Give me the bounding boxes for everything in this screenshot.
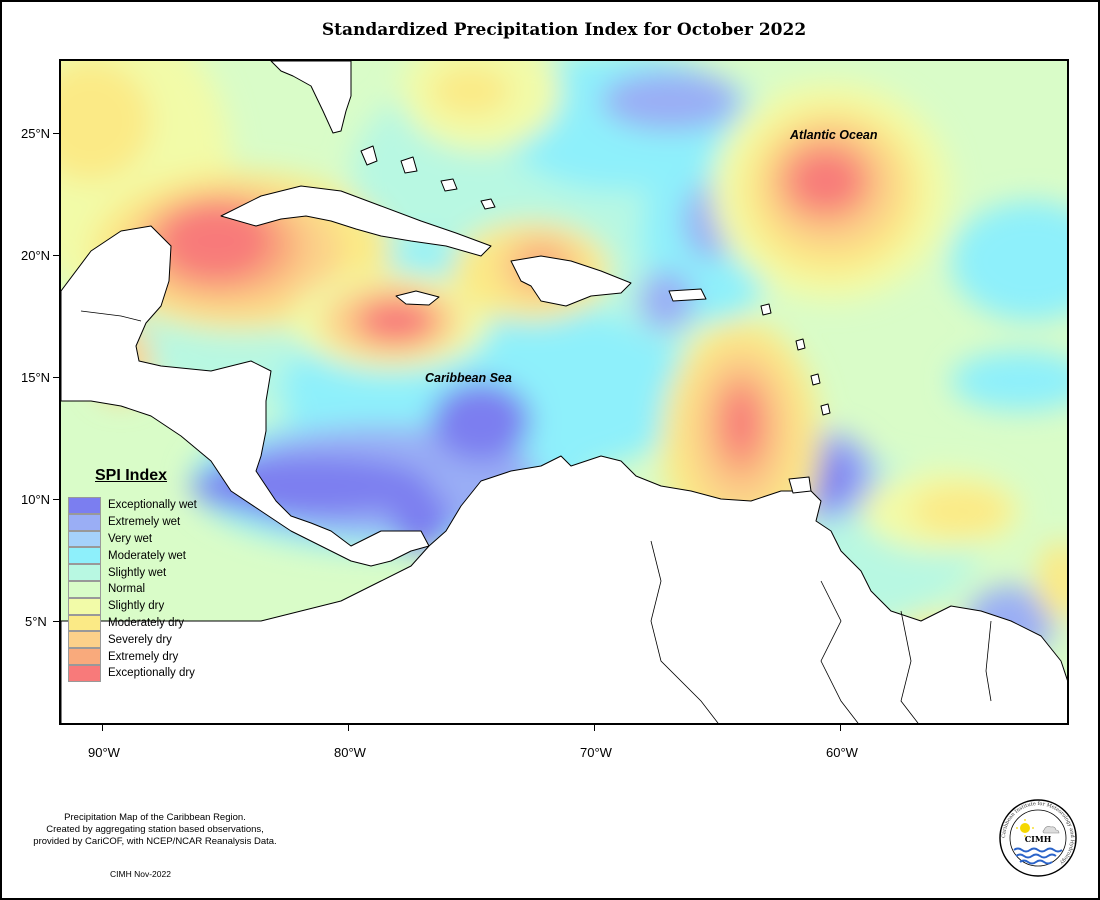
lon-label-60w: 60°W bbox=[826, 745, 858, 760]
legend-label: Slightly dry bbox=[108, 600, 165, 613]
lon-tick bbox=[348, 725, 349, 731]
legend-item: Moderately wet bbox=[68, 547, 238, 565]
legend-label: Very wet bbox=[108, 532, 153, 545]
lon-tick bbox=[102, 725, 103, 731]
label-caribbean-sea: Caribbean Sea bbox=[425, 371, 512, 385]
cloud-icon bbox=[1042, 826, 1060, 834]
land-bahamas bbox=[400, 156, 418, 174]
legend-label: Moderately dry bbox=[108, 616, 185, 629]
legend-item: Very wet bbox=[68, 530, 238, 548]
legend-item: Severely dry bbox=[68, 631, 238, 649]
legend-items: Exceptionally wet Extremely wet Very wet Mo… bbox=[68, 497, 238, 682]
label-atlantic-ocean: Atlantic Ocean bbox=[790, 128, 878, 142]
land-antilles bbox=[810, 373, 821, 386]
legend-swatch bbox=[68, 580, 101, 598]
legend-item: Slightly wet bbox=[68, 564, 238, 581]
border-mexico bbox=[80, 310, 142, 322]
border-venezuela-guyana bbox=[820, 580, 859, 723]
map-title: Standardized Precipitation Index for Oct… bbox=[321, 20, 807, 40]
legend-label: Exceptionally wet bbox=[108, 499, 197, 512]
waves-icon bbox=[1013, 847, 1063, 853]
lon-label-80w: 80°W bbox=[334, 745, 366, 760]
sun-rays-icon bbox=[1016, 819, 1034, 837]
legend-swatch bbox=[68, 513, 101, 531]
lon-tick bbox=[594, 725, 595, 731]
credit-line-2: Created by aggregating station based obs… bbox=[46, 824, 264, 835]
country-borders bbox=[80, 310, 992, 723]
spi-map bbox=[61, 61, 1067, 723]
land-antilles bbox=[820, 403, 831, 416]
legend-label: Normal bbox=[108, 583, 146, 596]
spi-legend: SPI Index Exceptionally wet Extremely wet… bbox=[68, 467, 238, 682]
land-antilles bbox=[795, 338, 806, 351]
legend-item: Exceptionally wet bbox=[68, 497, 238, 514]
lat-label-20n: 20°N bbox=[21, 248, 51, 263]
border-guyana-suriname bbox=[900, 610, 919, 723]
legend-swatch bbox=[68, 597, 101, 615]
lon-tick bbox=[840, 725, 841, 731]
land-trinidad bbox=[788, 476, 812, 494]
lat-label-5n: 5°N bbox=[25, 614, 47, 629]
land-central-america bbox=[61, 225, 430, 567]
lat-tick bbox=[53, 377, 59, 378]
legend-label: Extremely wet bbox=[108, 516, 181, 529]
legend-item: Slightly dry bbox=[68, 597, 238, 615]
credit-date: CIMH Nov-2022 bbox=[110, 869, 171, 879]
land-cuba bbox=[220, 185, 492, 257]
land-bahamas bbox=[440, 178, 458, 192]
legend-label: Exceptionally dry bbox=[108, 667, 195, 680]
legend-swatch bbox=[68, 648, 101, 665]
lat-label-10n: 10°N bbox=[21, 492, 51, 507]
legend-swatch bbox=[68, 497, 101, 514]
cimh-logo: CIMH Caribbean Institute for Meteorology… bbox=[999, 799, 1077, 877]
land-hispaniola bbox=[510, 255, 632, 307]
legend-item: Extremely wet bbox=[68, 513, 238, 531]
land-puerto-rico bbox=[668, 288, 707, 302]
land bbox=[61, 61, 1067, 723]
lon-label-90w: 90°W bbox=[88, 745, 120, 760]
border-suriname-guiana bbox=[985, 620, 992, 702]
legend-label: Extremely dry bbox=[108, 650, 179, 663]
credit-line-3: provided by CariCOF, with NCEP/NCAR Rean… bbox=[33, 836, 277, 847]
logo-text: CIMH bbox=[1025, 834, 1052, 844]
land-antilles bbox=[760, 303, 772, 316]
legend-item: Normal bbox=[68, 580, 238, 598]
lat-label-15n: 15°N bbox=[21, 370, 51, 385]
legend-swatch bbox=[68, 564, 101, 581]
legend-label: Moderately wet bbox=[108, 549, 186, 562]
legend-label: Severely dry bbox=[108, 633, 172, 646]
sun-icon bbox=[1020, 823, 1030, 833]
lat-tick bbox=[53, 499, 59, 500]
legend-swatch bbox=[68, 614, 101, 632]
land-florida bbox=[270, 61, 352, 134]
legend-swatch bbox=[68, 631, 101, 649]
lon-label-70w: 70°W bbox=[580, 745, 612, 760]
legend-title: SPI Index bbox=[95, 467, 168, 484]
legend-item: Extremely dry bbox=[68, 648, 238, 665]
legend-swatch bbox=[68, 547, 101, 565]
legend-swatch bbox=[68, 530, 101, 548]
legend-label: Slightly wet bbox=[108, 566, 167, 579]
lat-tick bbox=[53, 133, 59, 134]
lat-label-25n: 25°N bbox=[21, 126, 51, 141]
land-bahamas bbox=[360, 145, 378, 166]
land-south-america bbox=[61, 455, 1067, 723]
lat-tick bbox=[53, 255, 59, 256]
credit-line-1: Precipitation Map of the Caribbean Regio… bbox=[64, 812, 246, 823]
legend-swatch bbox=[68, 664, 101, 682]
land-bahamas bbox=[480, 198, 496, 210]
lat-tick bbox=[53, 621, 59, 622]
border-colombia-venezuela bbox=[650, 540, 719, 723]
land-jamaica bbox=[395, 290, 440, 306]
legend-item: Moderately dry bbox=[68, 614, 238, 632]
map-area: Atlantic Ocean Caribbean Sea bbox=[59, 59, 1069, 725]
legend-item: Exceptionally dry bbox=[68, 664, 238, 682]
